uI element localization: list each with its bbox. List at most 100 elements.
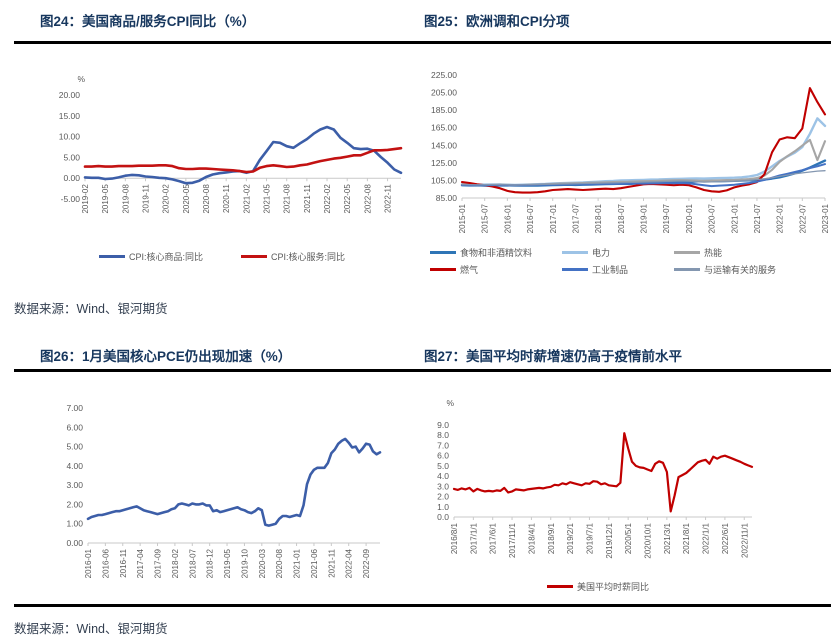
- x-axis-tick-label: 2022/11/1: [740, 522, 749, 558]
- series-line: [460, 87, 827, 194]
- y-axis-tick-label: 4.0: [437, 471, 449, 481]
- legend-label: 燃气: [460, 265, 479, 275]
- legend-label: 食物和非酒精饮料: [460, 248, 533, 258]
- legend-label: CPI:核心商品:同比: [128, 252, 203, 262]
- y-axis-tick-label: 205.00: [431, 88, 457, 98]
- y-axis-tick-label: 2.00: [66, 499, 83, 509]
- x-axis-tick-label: 2017-09: [154, 548, 163, 578]
- series-line: [452, 432, 754, 513]
- y-axis-tick-label: 5.00: [66, 442, 83, 452]
- chart-block-fig24: % -5.00 0.00 5.00 10.00 15.00 20.00 2019-02 2019…: [33, 66, 411, 263]
- x-axis-tick-label: 2022/6/1: [721, 522, 730, 554]
- x-axis-tick-label: 2022-07: [798, 203, 807, 233]
- x-axis-tick-label: 2021-11: [327, 548, 336, 577]
- y-axis-tick-label: 1.0: [437, 502, 449, 512]
- legend-fig25: 食物和非酒精饮料 电力 热能燃气 工业制品 与运输有关的服务: [430, 246, 835, 276]
- x-axis-tick-label: 2021-06: [310, 548, 319, 578]
- y-axis-tick-label: 0.0: [437, 512, 449, 522]
- x-axis-tick-label: 2022-08: [363, 184, 372, 214]
- y-axis-tick-label: 8.0: [437, 430, 449, 440]
- x-axis-tick-label: 2019/7/1: [585, 522, 594, 554]
- x-axis-tick-label: 2020-08: [275, 548, 284, 578]
- x-axis-tick-label: 2015-01: [458, 203, 467, 233]
- x-axis-tick-label: 2019-02: [81, 184, 90, 214]
- x-axis-tick-label: 2017/1/1: [469, 522, 478, 554]
- y-axis-tick-label: 7.00: [66, 403, 83, 413]
- legend-item: 食物和非酒精饮料: [430, 246, 562, 259]
- legend-item: CPI:核心服务:同比: [241, 250, 345, 263]
- legend-line-swatch: [562, 268, 588, 271]
- x-axis-tick-label: 2021-08: [283, 184, 292, 214]
- y-axis-tick-label: 6.0: [437, 451, 449, 461]
- divider-rule-top: [14, 41, 831, 44]
- y-axis-tick-label: -5.00: [61, 194, 81, 204]
- x-axis-tick-label: 2017/11/1: [508, 522, 517, 558]
- x-axis-tick-label: 2016-11: [119, 548, 128, 577]
- legend-label: 电力: [592, 248, 611, 258]
- x-axis-tick-label: 2019-07: [662, 203, 671, 233]
- y-axis-tick-label: 15.00: [59, 111, 81, 121]
- x-axis-tick-label: 2019-05: [223, 548, 232, 578]
- divider-rule-middle: [14, 369, 831, 372]
- chart-fig25-europe-hicp-components: 85.00 105.00 125.00 145.00 165.00 185.00 205.0…: [431, 70, 830, 233]
- x-axis-tick-label: 2019-08: [121, 184, 130, 214]
- x-axis-tick-label: 2016-01: [503, 203, 512, 233]
- legend-fig27: 美国平均时薪同比: [428, 580, 768, 593]
- legend-line-swatch: [98, 255, 125, 258]
- legend-label: 与运输有关的服务: [704, 265, 777, 275]
- x-axis-tick-label: 2020-08: [202, 184, 211, 214]
- chart-fig24-us-cpi-goods-services: % -5.00 0.00 5.00 10.00 15.00 20.00 2019-02 2019…: [59, 74, 403, 214]
- chart-fig27-us-hourly-earnings: % 0.01.02.03.04.05.06.07.08.09.0 2016/8/1 2…: [437, 398, 754, 559]
- x-axis-tick-label: 2021-01: [730, 203, 739, 233]
- legend-label: 热能: [704, 248, 723, 258]
- x-axis-tick-label: 2021-07: [753, 203, 762, 233]
- legend-item: 热能: [674, 246, 835, 259]
- x-axis-tick-label: 2016-01: [84, 548, 93, 578]
- y-axis-tick-label: 105.00: [431, 175, 457, 185]
- legend-item: 电力: [562, 246, 674, 259]
- y-axis-unit-label: %: [446, 398, 454, 408]
- y-axis-tick-label: 5.0: [437, 461, 449, 471]
- x-axis-tick-label: 2019/2/1: [566, 522, 575, 554]
- x-axis-tick-label: 2018/9/1: [547, 522, 556, 554]
- x-axis-tick-label: 2021/8/1: [682, 522, 691, 554]
- figure-title-25: 图25：欧洲调和CPI分项: [424, 14, 570, 29]
- y-axis-tick-label: 125.00: [431, 158, 457, 168]
- legend-label: CPI:核心服务:同比: [271, 252, 346, 262]
- y-axis-tick-label: 165.00: [431, 123, 457, 133]
- legend-line-swatch: [546, 585, 573, 588]
- x-axis-tick-label: 2018/4/1: [527, 522, 536, 554]
- y-axis-tick-label: 225.00: [431, 70, 457, 80]
- legend-line-swatch: [674, 251, 700, 254]
- y-axis-tick-label: 1.00: [66, 519, 83, 529]
- x-axis-tick-label: 2017-04: [136, 548, 145, 578]
- divider-rule-bottom: [14, 604, 831, 607]
- x-axis-tick-label: 2021-01: [293, 548, 302, 578]
- chart-block-fig26: 0.00 1.00 2.00 3.00 4.00 5.00 6.00 7.00 2016-01 2…: [50, 393, 390, 598]
- y-axis-tick-label: 185.00: [431, 105, 457, 115]
- x-axis-tick-label: 2021/3/1: [663, 522, 672, 554]
- legend-line-swatch: [562, 251, 588, 254]
- x-axis-tick-label: 2020-11: [222, 184, 231, 213]
- x-axis-tick-label: 2022-01: [776, 203, 785, 233]
- legend-line-swatch: [241, 255, 267, 258]
- x-axis-tick-label: 2022-09: [362, 548, 371, 578]
- y-axis-tick-label: 9.0: [437, 420, 449, 430]
- x-axis-tick-label: 2022/1/1: [702, 522, 711, 554]
- x-axis-tick-label: 2020-01: [685, 203, 694, 233]
- x-axis-tick-label: 2021-05: [263, 184, 272, 214]
- y-axis-tick-label: 2.0: [437, 492, 449, 502]
- y-axis-tick-label: 3.00: [66, 480, 83, 490]
- y-axis-unit-label: %: [77, 74, 85, 84]
- y-axis-tick-label: 20.00: [59, 90, 81, 100]
- series-line: [460, 117, 827, 187]
- x-axis-tick-label: 2019/12/1: [605, 522, 614, 558]
- figure-title-27: 图27：美国平均时薪增速仍高于疫情前水平: [424, 349, 683, 364]
- legend-label: 工业制品: [592, 265, 629, 275]
- x-axis-tick-label: 2022-04: [345, 548, 354, 578]
- legend-item: CPI:核心商品:同比: [98, 250, 203, 263]
- x-axis-tick-label: 2022-02: [323, 184, 332, 214]
- x-axis-tick-label: 2022-11: [384, 184, 393, 213]
- x-axis-tick-label: 2020-05: [182, 184, 191, 214]
- x-axis-tick-label: 2020-07: [708, 203, 717, 233]
